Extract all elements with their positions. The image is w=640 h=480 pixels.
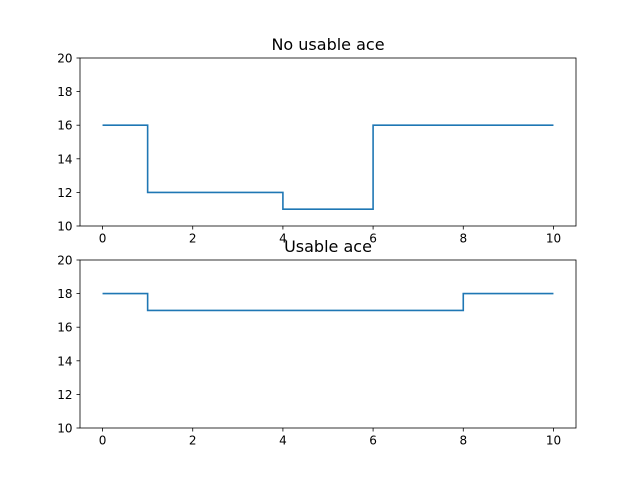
y-tick-label: 16 [57, 119, 72, 133]
y-tick-label: 14 [57, 354, 72, 368]
x-tick-label: 2 [189, 434, 197, 448]
x-tick-label: 10 [546, 232, 561, 246]
x-tick-label: 4 [279, 434, 287, 448]
series-line-0 [102, 124, 554, 210]
axes-frame [79, 57, 577, 227]
x-tick-label: 6 [369, 232, 377, 246]
x-tick-label: 4 [279, 232, 287, 246]
x-tick-label: 8 [459, 232, 467, 246]
x-tick-label: 10 [546, 434, 561, 448]
y-tick-label: 20 [57, 254, 72, 268]
subplot-no-usable-ace: 0 2 4 6 8 10 10 12 14 16 18 20 No usable ace [57, 35, 577, 246]
subplot-usable-ace: 0 2 4 6 8 10 10 12 14 16 18 20 Usable ace [57, 237, 577, 448]
y-tick-label: 10 [57, 220, 72, 234]
y-tick-label: 10 [57, 422, 72, 436]
x-tick-label: 0 [99, 434, 107, 448]
y-tick-label: 16 [57, 321, 72, 335]
y-tick-label: 14 [57, 152, 72, 166]
y-tick-label: 20 [57, 52, 72, 66]
subplot-title: Usable ace [284, 237, 372, 256]
x-tick-label: 0 [99, 232, 107, 246]
x-tick-label: 8 [459, 434, 467, 448]
y-tick-label: 18 [57, 85, 72, 99]
x-tick-label: 6 [369, 434, 377, 448]
y-tick-label: 18 [57, 287, 72, 301]
axes-frame [79, 259, 577, 429]
y-tick-label: 12 [57, 186, 72, 200]
series-line-0 [102, 292, 554, 312]
subplot-title: No usable ace [271, 35, 384, 54]
x-tick-label: 2 [189, 232, 197, 246]
y-tick-label: 12 [57, 388, 72, 402]
